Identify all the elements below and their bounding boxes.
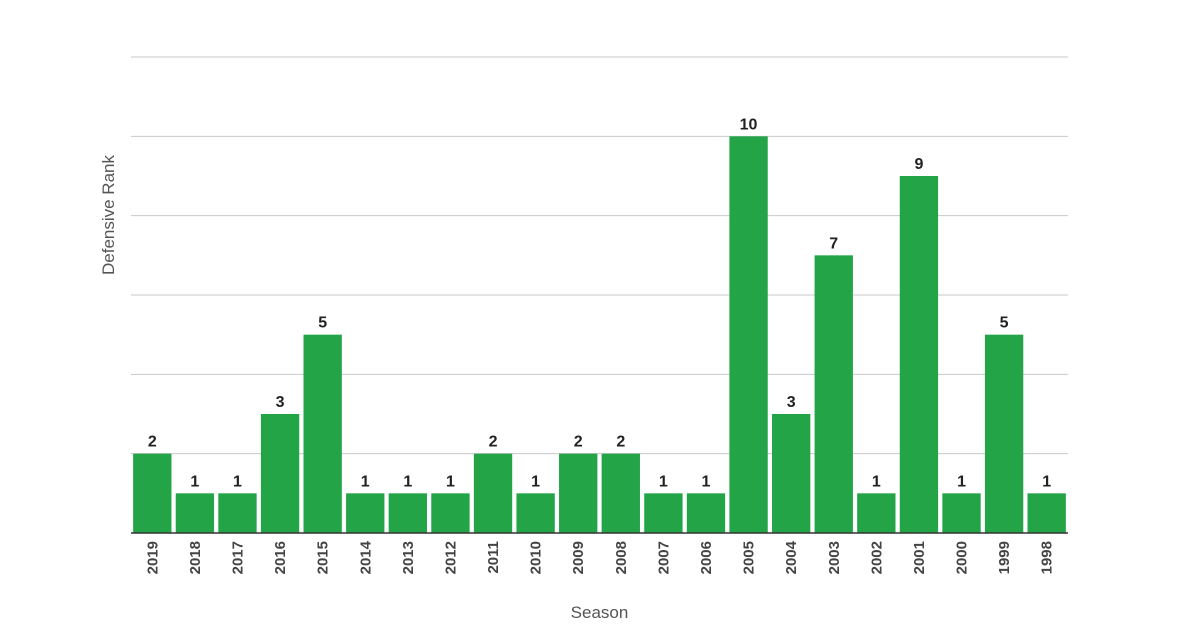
data-label: 7: [829, 235, 838, 252]
x-tick-label: 2013: [400, 541, 417, 574]
x-tick-label: 2000: [954, 541, 971, 574]
data-label: 1: [659, 473, 668, 490]
data-label: 5: [1000, 315, 1009, 332]
x-tick-label: 2009: [570, 541, 587, 574]
x-tick-label: 2011: [485, 541, 502, 574]
x-tick-label: 2005: [741, 541, 758, 574]
bar: [1027, 493, 1066, 533]
x-tick-label: 2012: [442, 541, 459, 574]
x-tick-label: 2019: [144, 541, 161, 574]
bar: [473, 453, 513, 533]
bar: [516, 493, 555, 533]
bar: [388, 493, 428, 533]
data-label: 1: [1042, 473, 1051, 490]
x-axis-title: Season: [571, 603, 629, 622]
data-label: 1: [957, 473, 966, 490]
x-tick-label: 2018: [187, 541, 204, 574]
data-label: 3: [787, 394, 796, 411]
x-tick-label: 2004: [783, 540, 800, 574]
data-label: 1: [531, 473, 540, 490]
data-label: 1: [190, 473, 199, 490]
x-tick-label: 1999: [996, 541, 1013, 574]
data-label: 10: [740, 116, 758, 133]
bar: [431, 493, 470, 533]
data-label: 1: [403, 473, 412, 490]
bar: [260, 414, 300, 533]
bar: [175, 493, 215, 533]
bar: [218, 493, 257, 533]
data-label: 2: [574, 434, 583, 451]
x-tick-label: 2010: [528, 541, 545, 574]
x-tick-label: 2003: [826, 541, 843, 574]
bar: [559, 453, 598, 533]
x-tick-label: 2008: [613, 541, 630, 574]
data-label: 1: [872, 473, 881, 490]
data-label: 2: [489, 434, 498, 451]
x-tick-label: 2006: [698, 541, 715, 574]
bar: [729, 136, 768, 534]
bars: [133, 136, 1066, 534]
data-label: 1: [361, 473, 370, 490]
bar: [303, 334, 342, 533]
bar: [984, 334, 1024, 533]
data-label: 1: [233, 473, 242, 490]
x-tick-label: 2002: [868, 541, 885, 574]
data-label: 2: [616, 434, 625, 451]
bar: [899, 176, 939, 533]
x-tick-label: 2007: [655, 541, 672, 574]
bar: [601, 453, 640, 533]
bar: [644, 493, 683, 533]
data-label: 1: [446, 473, 455, 490]
x-tick-labels: 2019 2018 2017 2016 2015 2014 2013 2012 2011 2010…: [144, 540, 1055, 574]
data-label: 5: [318, 315, 327, 332]
bar: [346, 493, 385, 533]
value-labels: 2 1 1 3 5 1 1 1 2 1 2 2 1 1 10 3 7 1 9 1 5 1: [148, 116, 1051, 490]
x-tick-label: 2001: [911, 541, 928, 574]
bar: [814, 255, 853, 534]
bar: [686, 493, 726, 533]
x-tick-label: 2015: [315, 541, 332, 574]
bar: [133, 453, 172, 533]
data-label: 2: [148, 434, 157, 451]
data-label: 3: [276, 394, 285, 411]
data-label: 1: [702, 473, 711, 490]
bar: [942, 493, 981, 533]
x-tick-label: 2016: [272, 541, 289, 574]
x-tick-label: 2017: [229, 541, 246, 574]
bar: [771, 414, 811, 533]
y-axis-title: Defensive Rank: [99, 155, 118, 276]
bar: [857, 493, 896, 533]
x-tick-label: 1998: [1039, 541, 1056, 574]
x-tick-label: 2014: [357, 540, 374, 574]
data-label: 9: [914, 156, 923, 173]
